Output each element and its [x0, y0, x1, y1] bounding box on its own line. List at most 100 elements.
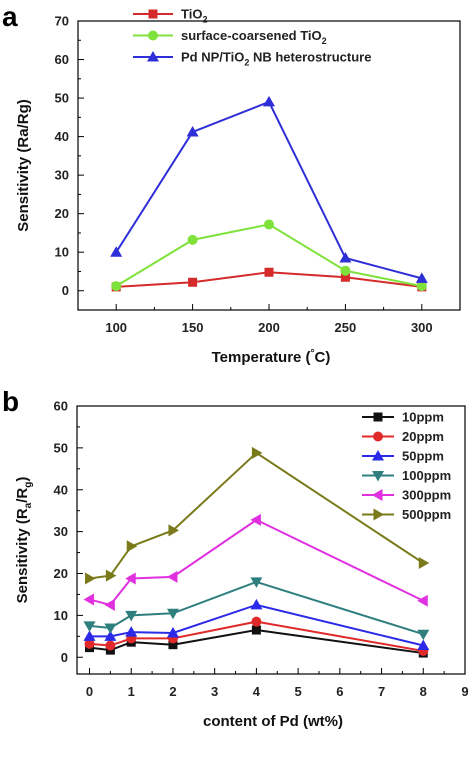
- panel-label-a: a: [2, 1, 18, 32]
- y-tick-label: 40: [54, 482, 68, 497]
- data-point: [166, 570, 178, 583]
- data-point: [110, 246, 123, 257]
- x-tick-label: 9: [461, 684, 468, 699]
- data-point: [187, 234, 198, 245]
- legend-label: 50ppm: [402, 449, 444, 464]
- data-point: [125, 626, 138, 637]
- x-tick-label: 1: [128, 684, 135, 699]
- y-tick-label: 0: [62, 283, 69, 298]
- x-tick-label: 250: [335, 320, 357, 335]
- data-point: [104, 623, 117, 634]
- data-point: [83, 621, 96, 632]
- x-tick-label: 150: [182, 320, 204, 335]
- y-tick-label: 60: [54, 399, 68, 414]
- y-axis-label: Sensitivity (Ra/Rg): [15, 99, 32, 232]
- legend-entry: 20ppm: [362, 429, 444, 444]
- x-tick-label: 4: [253, 684, 261, 699]
- data-point: [250, 598, 263, 610]
- data-point: [168, 640, 178, 650]
- data-point: [415, 272, 428, 283]
- data-point: [125, 610, 138, 622]
- series-b-4: [83, 513, 428, 611]
- data-point: [417, 639, 430, 651]
- legend-label: 10ppm: [402, 410, 444, 425]
- data-point: [186, 125, 199, 137]
- data-point: [188, 277, 198, 287]
- data-point: [83, 630, 96, 641]
- legend-entry: 500ppm: [362, 507, 451, 522]
- y-tick-label: 0: [61, 650, 68, 665]
- data-point: [166, 608, 179, 620]
- legend-marker: [372, 489, 383, 501]
- x-tick-label: 200: [258, 320, 280, 335]
- legend-marker: [372, 450, 384, 461]
- legend-marker: [373, 431, 383, 442]
- legend-label: TiO2: [181, 7, 207, 25]
- data-point: [126, 540, 138, 553]
- y-tick-label: 50: [55, 91, 69, 106]
- legend-label: 300ppm: [402, 488, 451, 503]
- data-point: [104, 598, 115, 611]
- legend-entry: 100ppm: [362, 468, 451, 483]
- series-a-2: [110, 95, 428, 283]
- data-point: [251, 616, 262, 627]
- data-point: [104, 630, 117, 641]
- y-tick-label: 30: [55, 168, 69, 183]
- series-a-0: [111, 267, 427, 292]
- y-tick-label: 50: [54, 440, 68, 455]
- series-b-3: [83, 577, 430, 641]
- data-point: [340, 272, 350, 282]
- y-axis-label: Sensitivity (Ra/Rg): [14, 477, 34, 604]
- series-line: [89, 603, 424, 647]
- series-line: [89, 518, 424, 607]
- legend-label: 20ppm: [402, 429, 444, 444]
- legend-entry: TiO2: [133, 7, 207, 25]
- x-axis-label: Temperature (°C): [212, 348, 331, 366]
- data-point: [264, 219, 274, 230]
- data-point: [85, 572, 96, 585]
- y-tick-label: 10: [54, 608, 68, 623]
- y-tick-label: 20: [55, 206, 69, 221]
- legend-entry: 10ppm: [362, 410, 444, 425]
- data-point: [251, 446, 263, 459]
- y-tick-label: 10: [55, 245, 69, 260]
- y-tick-label: 40: [55, 129, 69, 144]
- x-tick-label: 300: [411, 320, 433, 335]
- x-axis-label: content of Pd (wt%): [203, 713, 343, 730]
- data-point: [105, 569, 117, 582]
- plot-frame-b: [76, 405, 466, 675]
- legend-entry: surface-coarsened TiO2: [133, 28, 327, 46]
- data-point: [111, 281, 122, 292]
- x-tick-label: 6: [336, 684, 343, 699]
- legend-label: 100ppm: [402, 468, 451, 483]
- legend-marker: [147, 51, 159, 62]
- data-point: [418, 557, 430, 570]
- data-point: [105, 640, 116, 651]
- x-tick-label: 2: [169, 684, 176, 699]
- x-tick-label: 3: [211, 684, 218, 699]
- legend-marker: [373, 508, 384, 521]
- legend-label: Pd NP/TiO2 NB heterostructure: [181, 50, 371, 68]
- x-tick-label: 7: [378, 684, 385, 699]
- series-b-5: [85, 446, 430, 585]
- data-point: [339, 251, 352, 263]
- data-point: [84, 638, 95, 649]
- legend-marker: [148, 9, 158, 19]
- data-point: [417, 629, 430, 641]
- data-point: [251, 625, 261, 635]
- data-point: [417, 594, 428, 607]
- legend-entry: Pd NP/TiO2 NB heterostructure: [133, 50, 371, 68]
- data-point: [416, 281, 427, 292]
- data-point: [263, 95, 275, 107]
- data-point: [83, 593, 95, 606]
- data-point: [250, 577, 263, 588]
- series-line: [115, 100, 423, 280]
- data-point: [340, 265, 351, 276]
- x-tick-label: 8: [420, 684, 427, 699]
- data-point: [125, 572, 136, 585]
- series-b-0: [85, 625, 428, 658]
- legend-entry: 300ppm: [362, 488, 451, 503]
- legend-label: 500ppm: [402, 507, 451, 522]
- x-tick-label: 0: [86, 684, 93, 699]
